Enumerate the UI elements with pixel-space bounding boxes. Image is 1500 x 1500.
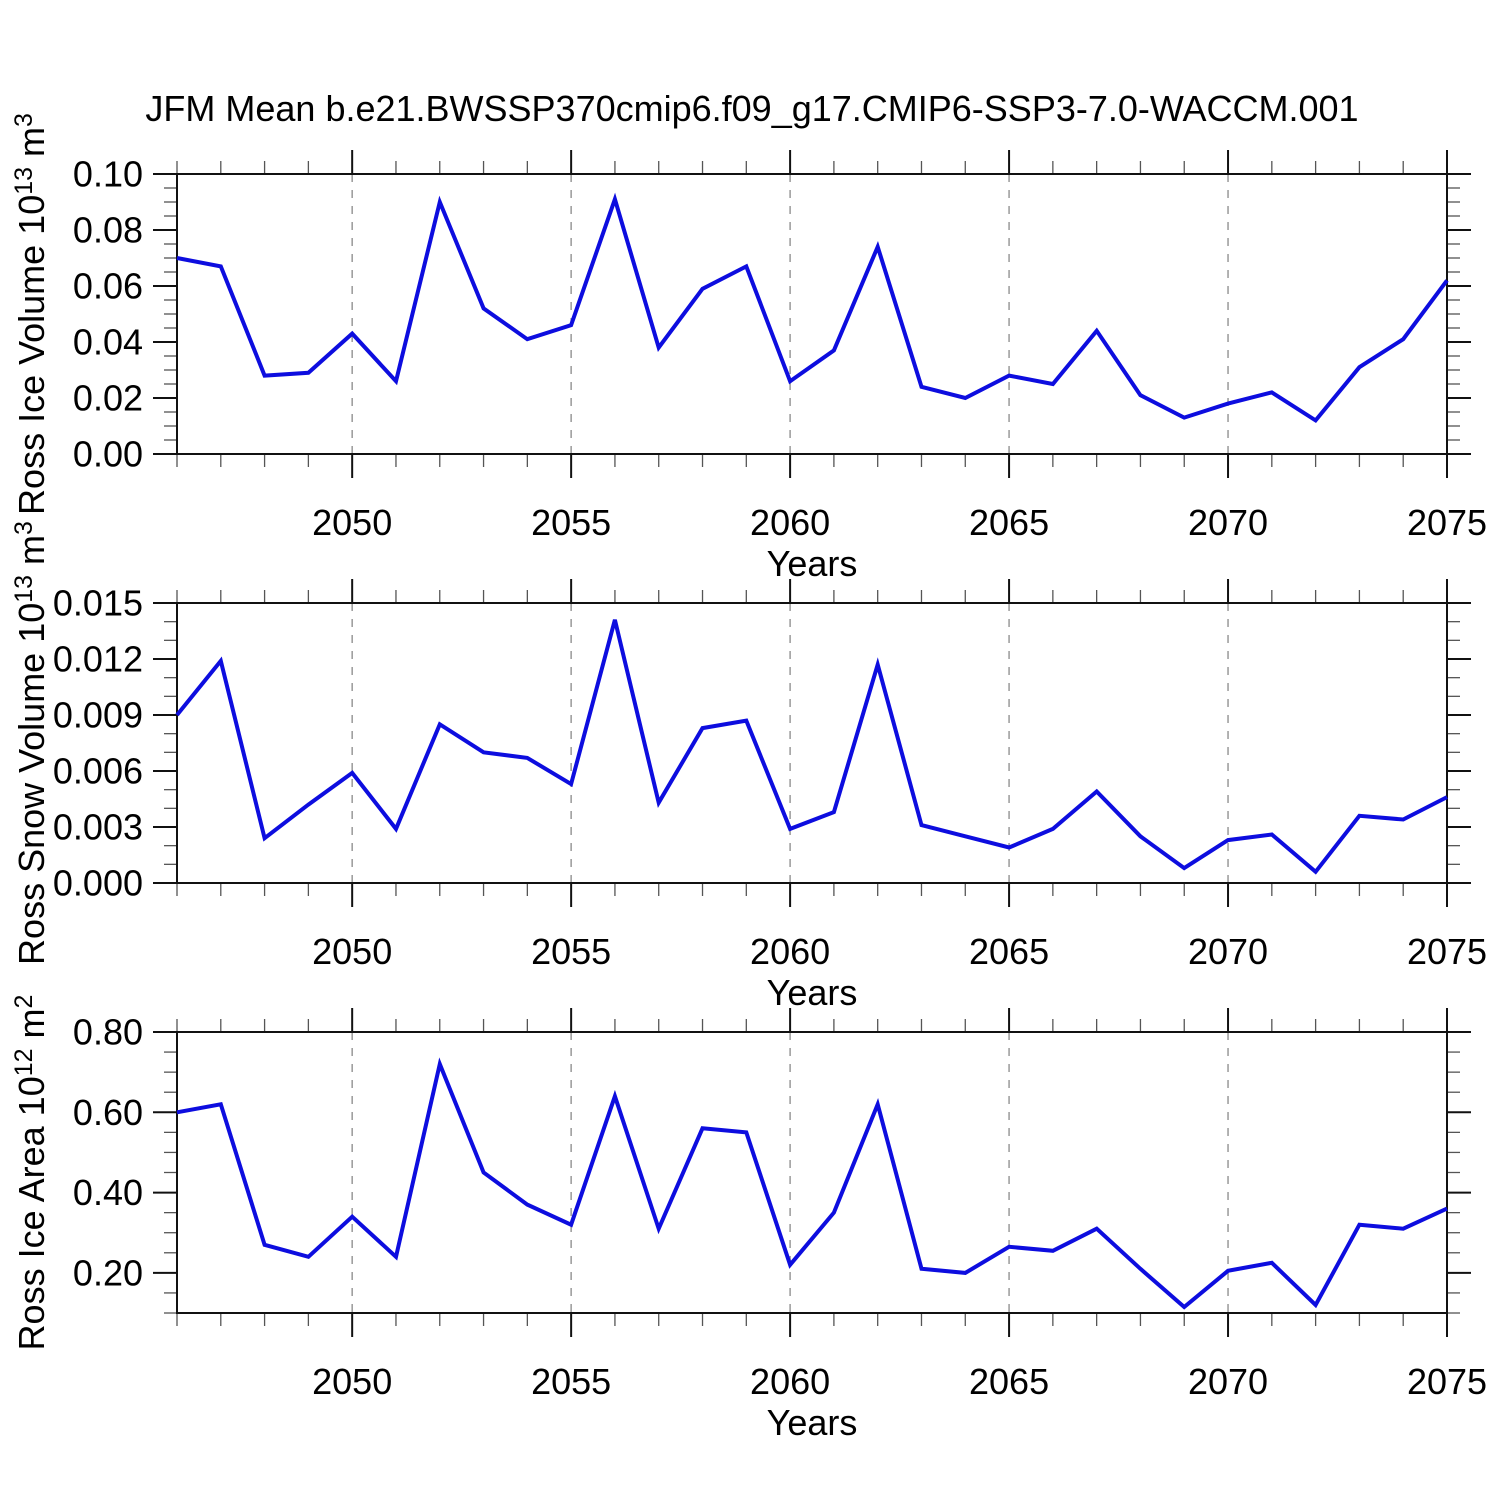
y-axis-title: Ross Ice Volume 1013 m3 (10, 113, 52, 515)
panel-ross-ice-area: 0.20 0.40 0.60 0.80 2050 2055 2060 2065 2070 2075… (10, 995, 1487, 1443)
y-tick-label: 0.80 (73, 1012, 143, 1053)
y-tick-label: 0.08 (73, 210, 143, 251)
panel-ross-ice-volume: 0.00 0.02 0.04 0.06 0.08 0.10 2050 2055 2060 2065… (10, 113, 1487, 584)
y-tick-label: 0.06 (73, 266, 143, 307)
x-tick-label: 2065 (969, 502, 1049, 543)
y-tick-label: 0.20 (73, 1252, 143, 1293)
panel-ross-snow-volume: 0.000 0.003 0.006 0.009 0.012 0.015 2050 2055 20… (10, 521, 1487, 1013)
y-axis-title: Ross Snow Volume 1013 m3 (10, 521, 52, 965)
x-axis-title: Years (767, 543, 858, 584)
axis-frame (176, 173, 1448, 455)
y-tick-label: 0.04 (73, 322, 143, 363)
y-tick-label: 0.003 (53, 807, 143, 848)
y-tick-label: 0.015 (53, 583, 143, 624)
x-tick-label: 2055 (531, 1361, 611, 1402)
y-tick-label: 0.006 (53, 751, 143, 792)
series-line-ross-snow-volume (175, 619, 1448, 875)
x-axis-title: Years (767, 972, 858, 1013)
x-tick-label: 2055 (531, 502, 611, 543)
x-tick-label: 2055 (531, 931, 611, 972)
x-tick-label: 2075 (1407, 502, 1487, 543)
x-tick-label: 2070 (1188, 931, 1268, 972)
chart-title: JFM Mean b.e21.BWSSP370cmip6.f09_g17.CMI… (145, 88, 1359, 129)
x-tick-label: 2065 (969, 1361, 1049, 1402)
series-line-ross-ice-area (176, 1057, 1448, 1310)
axis-frame (176, 602, 1448, 884)
y-tick-label: 0.009 (53, 695, 143, 736)
x-tick-label: 2070 (1188, 502, 1268, 543)
y-tick-label: 0.02 (73, 378, 143, 419)
x-tick-label: 2060 (750, 1361, 830, 1402)
x-tick-label: 2050 (312, 931, 392, 972)
x-axis-title: Years (767, 1402, 858, 1443)
y-tick-label: 0.40 (73, 1172, 143, 1213)
y-axis-title: Ross Ice Area 1012 m2 (10, 995, 52, 1351)
x-tick-label: 2050 (312, 502, 392, 543)
axis-frame (176, 1031, 1448, 1314)
x-tick-label: 2075 (1407, 1361, 1487, 1402)
x-tick-label: 2060 (750, 502, 830, 543)
x-tick-label: 2075 (1407, 931, 1487, 972)
y-tick-label: 0.000 (53, 863, 143, 904)
x-tick-label: 2050 (312, 1361, 392, 1402)
y-tick-label: 0.012 (53, 639, 143, 680)
series-line-ross-ice-volume (176, 192, 1449, 424)
x-tick-label: 2060 (750, 931, 830, 972)
y-tick-label: 0.00 (73, 434, 143, 475)
y-tick-label: 0.60 (73, 1092, 143, 1133)
x-tick-label: 2070 (1188, 1361, 1268, 1402)
y-tick-label: 0.10 (73, 154, 143, 195)
x-tick-label: 2065 (969, 931, 1049, 972)
